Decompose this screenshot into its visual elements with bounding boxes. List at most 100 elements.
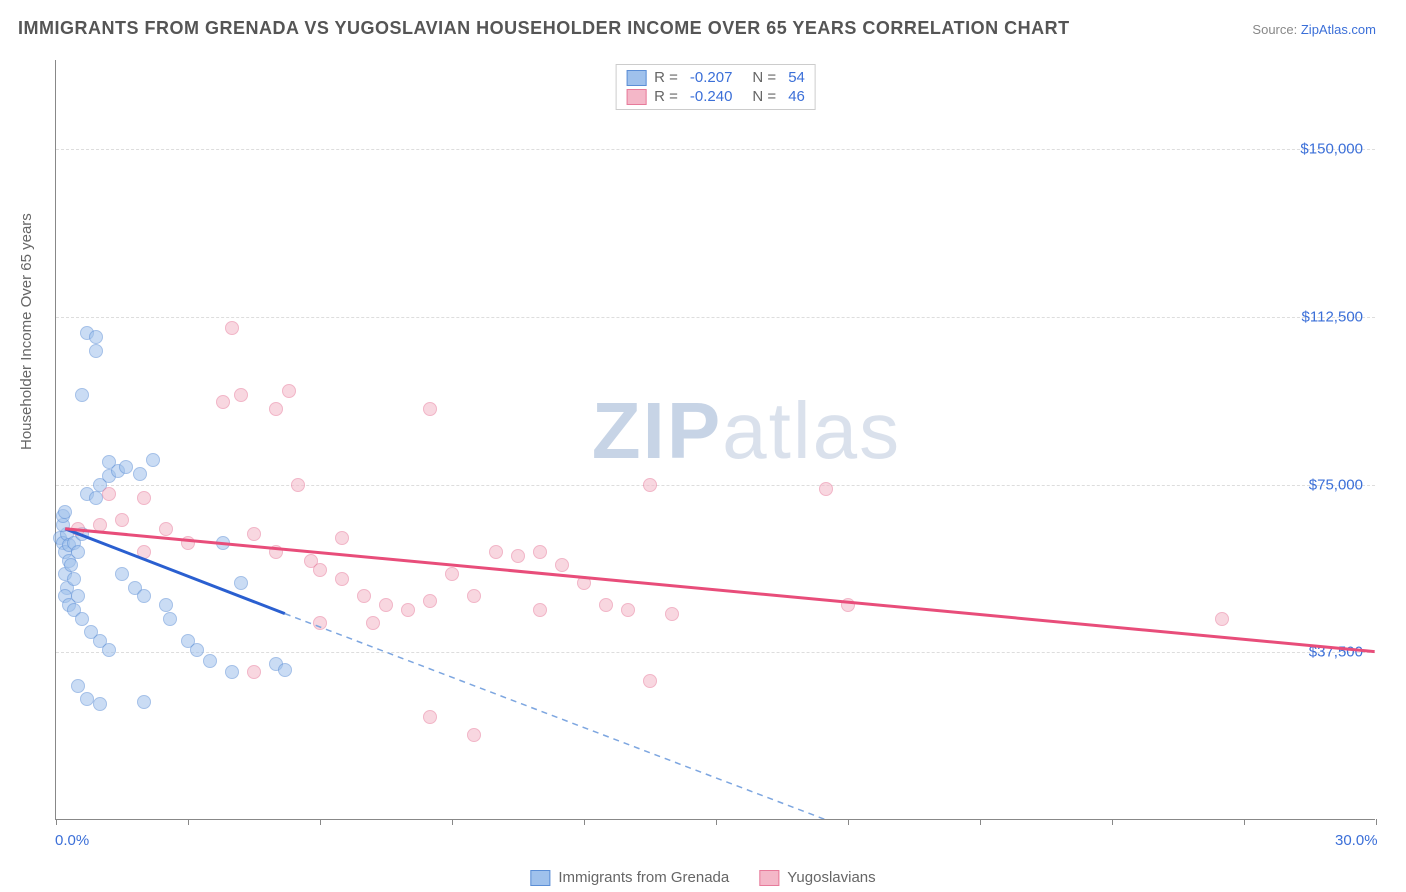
scatter-point: [75, 612, 89, 626]
scatter-point: [71, 679, 85, 693]
x-tick: [188, 819, 189, 825]
watermark-atlas: atlas: [722, 385, 901, 474]
legend-swatch: [759, 870, 779, 886]
y-tick-label: $112,500: [1302, 309, 1363, 326]
legend-r-label: R =: [654, 88, 678, 105]
scatter-point: [89, 344, 103, 358]
scatter-point: [216, 395, 230, 409]
scatter-point: [643, 674, 657, 688]
scatter-point: [366, 616, 380, 630]
scatter-point: [102, 487, 116, 501]
scatter-point: [58, 505, 72, 519]
legend-correlation-row: R = -0.207 N = 54: [626, 69, 805, 86]
scatter-point: [423, 402, 437, 416]
scatter-point: [278, 663, 292, 677]
legend-r-value: -0.207: [690, 69, 733, 86]
scatter-point: [133, 467, 147, 481]
legend-series-label: Yugoslavians: [787, 869, 875, 886]
chart-container: IMMIGRANTS FROM GRENADA VS YUGOSLAVIAN H…: [0, 0, 1406, 892]
scatter-point: [146, 453, 160, 467]
scatter-point: [335, 531, 349, 545]
legend-n-label: N =: [752, 69, 776, 86]
gridline: [56, 149, 1375, 150]
scatter-point: [159, 598, 173, 612]
scatter-point: [423, 594, 437, 608]
x-tick: [716, 819, 717, 825]
x-tick: [320, 819, 321, 825]
watermark: ZIPatlas: [592, 384, 901, 476]
scatter-point: [357, 589, 371, 603]
scatter-point: [137, 695, 151, 709]
trend-line: [65, 529, 285, 614]
x-tick: [1244, 819, 1245, 825]
scatter-point: [313, 563, 327, 577]
scatter-point: [533, 603, 547, 617]
scatter-point: [93, 518, 107, 532]
scatter-point: [190, 643, 204, 657]
trend-line: [65, 529, 1374, 652]
legend-r-label: R =: [654, 69, 678, 86]
scatter-point: [93, 697, 107, 711]
scatter-point: [234, 576, 248, 590]
scatter-point: [115, 567, 129, 581]
scatter-point: [137, 545, 151, 559]
scatter-point: [269, 545, 283, 559]
source-prefix: Source:: [1252, 22, 1297, 37]
legend-n-value: 54: [788, 69, 805, 86]
source-label: Source: ZipAtlas.com: [1252, 22, 1376, 37]
scatter-point: [89, 330, 103, 344]
x-tick: [1376, 819, 1377, 825]
source-link[interactable]: ZipAtlas.com: [1301, 22, 1376, 37]
scatter-point: [511, 549, 525, 563]
scatter-point: [163, 612, 177, 626]
scatter-point: [489, 545, 503, 559]
legend-n-value: 46: [788, 88, 805, 105]
x-tick: [980, 819, 981, 825]
gridline: [56, 485, 1375, 486]
y-tick-label: $37,500: [1309, 644, 1363, 661]
trend-lines-layer: [56, 60, 1375, 819]
scatter-point: [555, 558, 569, 572]
scatter-point: [137, 589, 151, 603]
x-tick-label: 30.0%: [1335, 832, 1378, 849]
scatter-point: [335, 572, 349, 586]
plot-area: ZIPatlas R =-0.207N =54R =-0.240N =46 $3…: [55, 60, 1375, 820]
y-tick-label: $150,000: [1300, 141, 1363, 158]
legend-series-label: Immigrants from Grenada: [558, 869, 729, 886]
x-tick: [56, 819, 57, 825]
scatter-point: [577, 576, 591, 590]
scatter-point: [71, 545, 85, 559]
scatter-point: [467, 728, 481, 742]
x-tick: [452, 819, 453, 825]
legend-swatch: [530, 870, 550, 886]
legend-swatch: [626, 89, 646, 105]
legend-swatch: [626, 70, 646, 86]
scatter-point: [71, 522, 85, 536]
legend-series-item: Immigrants from Grenada: [530, 869, 729, 886]
scatter-point: [621, 603, 635, 617]
scatter-point: [89, 491, 103, 505]
scatter-point: [379, 598, 393, 612]
legend-series-item: Yugoslavians: [759, 869, 875, 886]
scatter-point: [819, 482, 833, 496]
y-tick-label: $75,000: [1309, 476, 1363, 493]
scatter-point: [80, 692, 94, 706]
scatter-point: [841, 598, 855, 612]
scatter-point: [247, 665, 261, 679]
trend-line-extension: [285, 614, 847, 819]
legend-n-label: N =: [752, 88, 776, 105]
scatter-point: [159, 522, 173, 536]
scatter-point: [102, 455, 116, 469]
legend-correlation-row: R =-0.240N =46: [626, 88, 805, 105]
scatter-point: [181, 536, 195, 550]
x-tick-label: 0.0%: [55, 832, 89, 849]
scatter-point: [291, 478, 305, 492]
legend-bottom: Immigrants from Grenada Yugoslavians: [530, 869, 875, 886]
scatter-point: [234, 388, 248, 402]
watermark-zip: ZIP: [592, 385, 722, 474]
scatter-point: [445, 567, 459, 581]
y-axis-label: Householder Income Over 65 years: [18, 213, 35, 450]
scatter-point: [75, 388, 89, 402]
scatter-point: [225, 665, 239, 679]
scatter-point: [137, 491, 151, 505]
